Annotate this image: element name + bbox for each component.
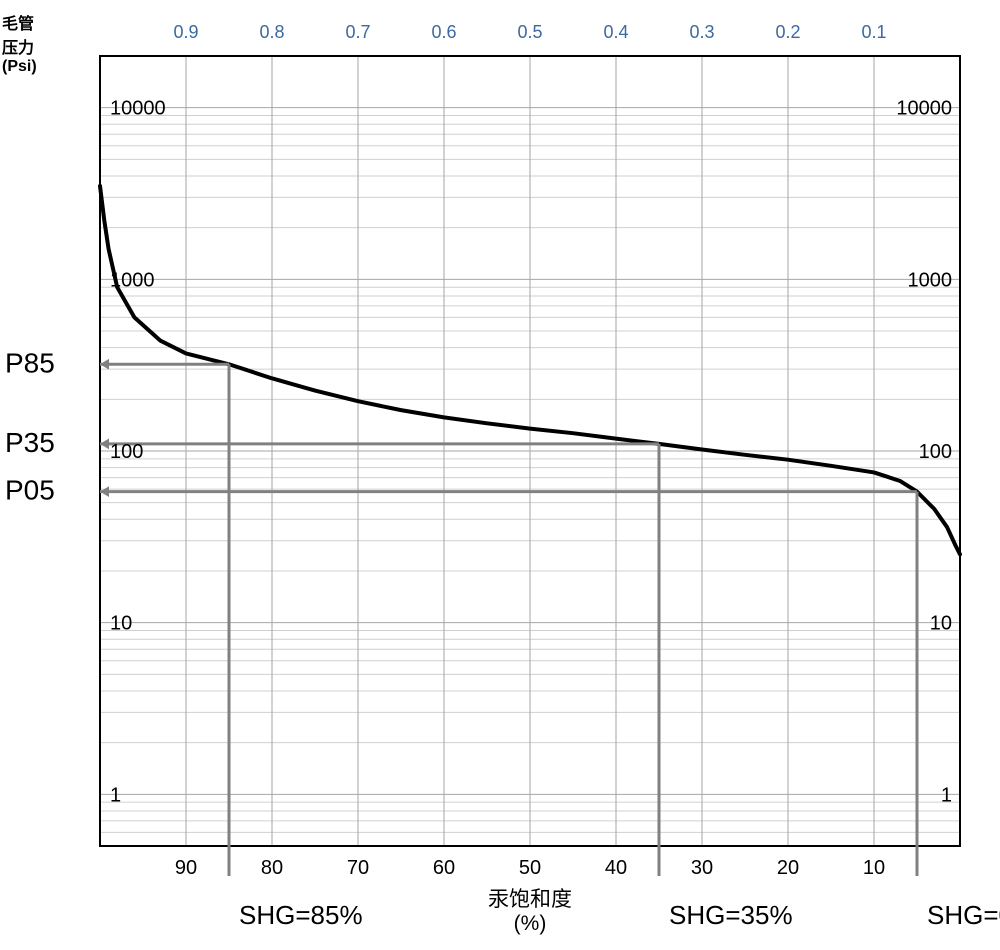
svg-text:0.7: 0.7	[345, 22, 370, 42]
svg-text:50: 50	[519, 857, 541, 879]
svg-text:0.4: 0.4	[603, 22, 628, 42]
svg-text:1: 1	[941, 784, 952, 806]
shg-label: SHG=85%	[239, 900, 363, 930]
svg-text:0.2: 0.2	[775, 22, 800, 42]
svg-text:20: 20	[777, 857, 799, 879]
x-bottom-tick-labels: 90 80 70 60 50 40 30 20 10	[175, 857, 885, 879]
chart-container: { "chart": { "type": "line", "width": 10…	[0, 0, 1000, 950]
p-label-p85: P85	[5, 347, 55, 378]
svg-text:60: 60	[433, 857, 455, 879]
svg-text:0.9: 0.9	[173, 22, 198, 42]
svg-text:0.6: 0.6	[431, 22, 456, 42]
svg-text:70: 70	[347, 857, 369, 879]
svg-text:0.5: 0.5	[517, 22, 542, 42]
svg-text:100: 100	[919, 441, 952, 463]
shg-label: SHG=35%	[669, 900, 793, 930]
p-label-p35: P35	[5, 427, 55, 458]
svg-text:10000: 10000	[110, 98, 166, 120]
svg-text:10: 10	[930, 613, 952, 635]
svg-text:0.3: 0.3	[689, 22, 714, 42]
svg-text:80: 80	[261, 857, 283, 879]
svg-text:1: 1	[110, 784, 121, 806]
x-top-tick-labels: 0.9 0.8 0.7 0.6 0.5 0.4 0.3 0.2 0.1	[173, 22, 886, 42]
svg-text:1000: 1000	[908, 269, 953, 291]
shg-label: SHG=05%	[927, 900, 1000, 930]
x-axis-title-line1: 汞饱和度	[488, 888, 572, 911]
svg-text:30: 30	[691, 857, 713, 879]
svg-text:90: 90	[175, 857, 197, 879]
p-label-p05: P05	[5, 475, 55, 506]
capillary-pressure-chart: P85 P35 P05 1 1 10 10 100 100 1000 1000 10000 10000 9…	[0, 0, 1000, 950]
svg-text:40: 40	[605, 857, 627, 879]
svg-text:0.1: 0.1	[861, 22, 886, 42]
x-axis-title-line2: (%)	[514, 912, 547, 935]
svg-text:0.8: 0.8	[259, 22, 284, 42]
svg-text:10: 10	[863, 857, 885, 879]
svg-text:1000: 1000	[110, 269, 155, 291]
svg-text:100: 100	[110, 441, 143, 463]
svg-text:10000: 10000	[896, 98, 952, 120]
svg-text:10: 10	[110, 613, 132, 635]
y-axis-title: 毛管压力(Psi)	[2, 10, 37, 76]
